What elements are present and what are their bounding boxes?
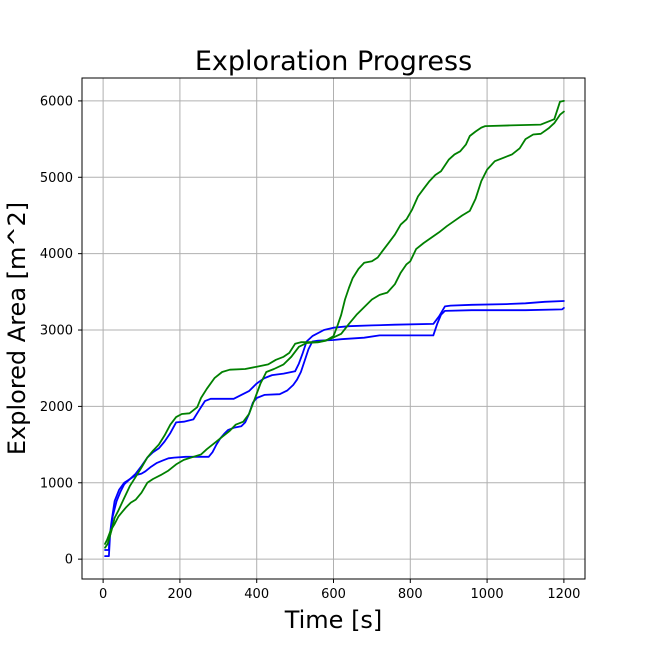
- x-tick-label: 1000: [471, 587, 504, 602]
- y-tick-label: 0: [65, 553, 73, 568]
- y-tick-label: 1000: [40, 476, 73, 491]
- y-tick-label: 6000: [40, 94, 73, 109]
- ticks: 0 200 400 600 800 1000 1200 0 1000 2000 3000 4000 50…: [40, 94, 581, 602]
- y-tick-label: 5000: [40, 171, 73, 186]
- x-tick-label: 0: [99, 587, 107, 602]
- series-line: [104, 100, 565, 549]
- series-line: [104, 306, 565, 551]
- x-tick-label: 800: [398, 587, 423, 602]
- y-axis-label: Explored Area [m^2]: [3, 202, 31, 455]
- series-lines: [104, 100, 565, 557]
- series-line: [104, 300, 565, 557]
- y-tick-label: 4000: [40, 247, 73, 262]
- x-tick-label: 600: [321, 587, 346, 602]
- y-tick-label: 2000: [40, 400, 73, 415]
- x-tick-label: 200: [167, 587, 192, 602]
- y-tick-label: 3000: [40, 324, 73, 339]
- x-axis-label: Time [s]: [284, 606, 383, 634]
- grid: [82, 78, 585, 579]
- x-tick-label: 1200: [547, 587, 580, 602]
- x-tick-label: 400: [244, 587, 269, 602]
- chart-title: Exploration Progress: [195, 46, 472, 77]
